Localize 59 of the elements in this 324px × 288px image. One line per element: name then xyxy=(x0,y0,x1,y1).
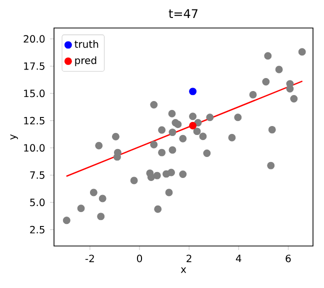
point xyxy=(147,173,155,181)
point xyxy=(168,110,176,118)
point xyxy=(165,188,173,196)
y-tick-label: 12.5 xyxy=(24,116,44,124)
x-axis-title: x xyxy=(180,267,186,273)
point xyxy=(228,134,236,142)
y-tick-label: 5.0 xyxy=(30,198,45,206)
y-tick-label: 2.5 xyxy=(30,226,44,234)
point xyxy=(98,194,106,202)
point xyxy=(150,100,158,108)
chart-title: t=47 xyxy=(168,9,198,18)
y-tick-label: 7.5 xyxy=(30,171,44,179)
point xyxy=(179,134,187,142)
point xyxy=(262,78,270,86)
point xyxy=(203,149,211,157)
point xyxy=(95,142,103,150)
point xyxy=(275,66,283,74)
point xyxy=(158,126,166,134)
point xyxy=(249,90,257,98)
point xyxy=(62,216,70,224)
point xyxy=(189,112,197,120)
x-tick-label: -2 xyxy=(85,254,94,262)
legend-label: truth xyxy=(74,40,98,48)
y-axis-title: y xyxy=(10,134,18,140)
point xyxy=(268,126,276,134)
y-tick-label: 10.0 xyxy=(24,144,45,152)
x-tick-label: 0 xyxy=(137,254,142,262)
point xyxy=(189,88,197,96)
point xyxy=(179,170,187,178)
point xyxy=(206,114,214,122)
y-tick-label: 20.0 xyxy=(24,35,45,43)
point xyxy=(194,118,202,126)
point xyxy=(189,122,197,130)
point xyxy=(158,148,166,156)
point xyxy=(290,95,298,102)
point xyxy=(168,168,175,176)
y-tick-label: 15.0 xyxy=(24,90,45,98)
point xyxy=(153,172,161,180)
point xyxy=(298,48,306,56)
point xyxy=(193,128,201,136)
point xyxy=(112,132,120,140)
point xyxy=(154,205,162,213)
point xyxy=(264,52,272,60)
point xyxy=(174,120,182,128)
point xyxy=(97,212,105,220)
point xyxy=(168,146,176,154)
legend-label: pred xyxy=(75,56,96,66)
point xyxy=(199,132,207,140)
point xyxy=(130,176,138,184)
point xyxy=(234,114,242,122)
point xyxy=(267,162,275,170)
x-tick-label: 6 xyxy=(286,254,291,262)
point xyxy=(90,188,98,196)
y-tick-label: 17.5 xyxy=(24,62,44,70)
x-tick-label: 2 xyxy=(186,254,192,262)
point xyxy=(77,204,85,212)
point xyxy=(168,128,176,136)
x-tick-label: 4 xyxy=(236,254,242,262)
point xyxy=(150,140,158,148)
